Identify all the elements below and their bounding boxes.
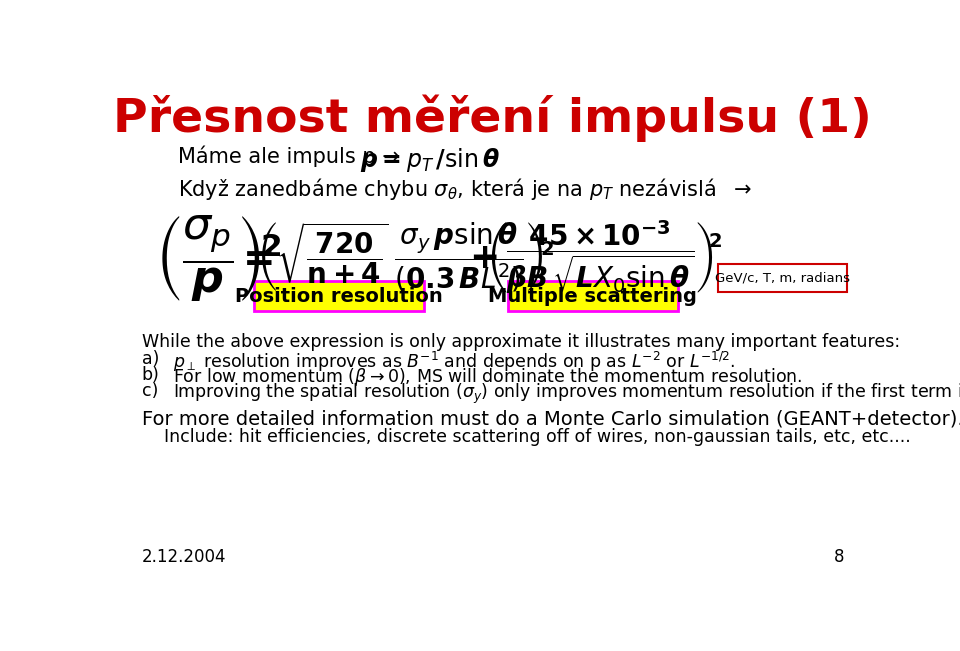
Text: Include: hit efficiencies, discrete scattering off of wires, non-gaussian tails,: Include: hit efficiencies, discrete scat…	[142, 428, 910, 447]
Text: $\left(\dfrac{\boldsymbol{\sigma_p}}{\boldsymbol{p}}\right)^{\!\mathbf{2}}$: $\left(\dfrac{\boldsymbol{\sigma_p}}{\bo…	[155, 212, 281, 303]
Text: $\left(\sqrt{\dfrac{\mathbf{720}}{\mathbf{n+4}}}\;\dfrac{\boldsymbol{\sigma_y}\,: $\left(\sqrt{\dfrac{\mathbf{720}}{\mathb…	[255, 221, 554, 294]
Text: 8: 8	[834, 547, 845, 566]
FancyBboxPatch shape	[508, 281, 678, 311]
Text: For low momentum ($\beta\rightarrow0$), MS will dominate the momentum resolution: For low momentum ($\beta\rightarrow0$), …	[173, 366, 803, 388]
Text: c): c)	[142, 382, 158, 400]
Text: $\left(\dfrac{\mathbf{45\times10^{-3}}}{\boldsymbol{\beta B}\,\sqrt{\boldsymbol{: $\left(\dfrac{\mathbf{45\times10^{-3}}}{…	[488, 219, 723, 296]
FancyBboxPatch shape	[717, 264, 847, 292]
Text: Improving the spatial resolution ($\sigma_y$) only improves momentum resolution : Improving the spatial resolution ($\sigm…	[173, 382, 960, 406]
Text: Přesnost měření impulsu (1): Přesnost měření impulsu (1)	[112, 94, 872, 142]
Text: Position resolution: Position resolution	[235, 286, 444, 305]
Text: a): a)	[142, 350, 159, 368]
Text: $\boldsymbol{=}$: $\boldsymbol{=}$	[234, 238, 273, 277]
Text: $\boldsymbol{+}$: $\boldsymbol{+}$	[468, 240, 497, 275]
Text: b): b)	[142, 366, 159, 384]
FancyBboxPatch shape	[254, 281, 423, 311]
Text: $\boldsymbol{p = p_T\,/\sin\theta}$: $\boldsymbol{p = p_T\,/\sin\theta}$	[360, 146, 500, 174]
Text: Když zanedbáme chybu $\sigma_{\theta}$, která je na $p_T$ nezávislá  $\rightarro: Když zanedbáme chybu $\sigma_{\theta}$, …	[179, 176, 752, 202]
Text: Máme ale impuls p →: Máme ale impuls p →	[179, 146, 400, 167]
Text: For more detailed information must do a Monte Carlo simulation (GEANT+detector).: For more detailed information must do a …	[142, 410, 960, 429]
Text: Multiple scattering: Multiple scattering	[489, 286, 697, 305]
Text: GeV/c, T, m, radians: GeV/c, T, m, radians	[715, 272, 851, 285]
Text: 2.12.2004: 2.12.2004	[142, 547, 227, 566]
Text: $p_\perp$ resolution improves as $B^{-1}$ and depends on p as $L^{-2}$ or $L^{-1: $p_\perp$ resolution improves as $B^{-1}…	[173, 350, 735, 374]
Text: While the above expression is only approximate it illustrates many important fea: While the above expression is only appro…	[142, 333, 900, 351]
